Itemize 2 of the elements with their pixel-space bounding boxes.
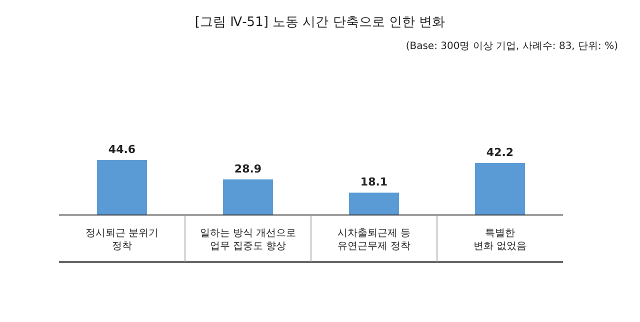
subtitle: (Base: 300명 이상 기업, 사례수: 83, 단위: %) xyxy=(406,41,618,52)
title: [그림 Ⅳ-51] 노동 시간 단축으로 인한 변화 xyxy=(194,15,446,30)
